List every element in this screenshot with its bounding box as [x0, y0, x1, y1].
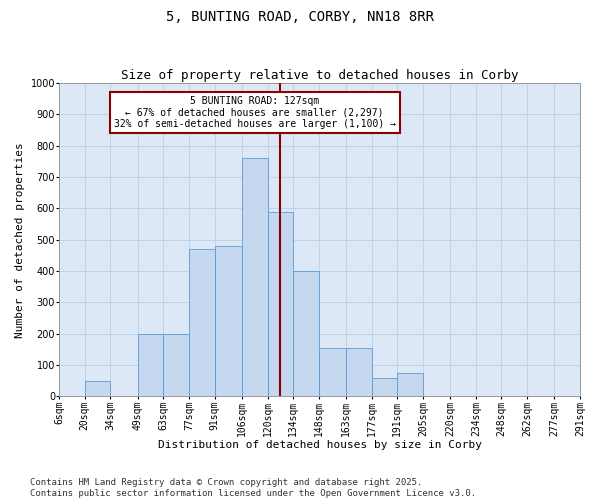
Text: Contains HM Land Registry data © Crown copyright and database right 2025.
Contai: Contains HM Land Registry data © Crown c… — [30, 478, 476, 498]
Text: 5 BUNTING ROAD: 127sqm
← 67% of detached houses are smaller (2,297)
32% of semi-: 5 BUNTING ROAD: 127sqm ← 67% of detached… — [114, 96, 396, 129]
Bar — [163, 334, 189, 396]
Bar — [268, 212, 293, 396]
Bar — [319, 348, 346, 397]
Bar — [242, 158, 268, 396]
X-axis label: Distribution of detached houses by size in Corby: Distribution of detached houses by size … — [158, 440, 482, 450]
Y-axis label: Number of detached properties: Number of detached properties — [15, 142, 25, 338]
Bar — [189, 249, 215, 396]
Bar — [138, 334, 163, 396]
Bar — [215, 246, 242, 396]
Bar — [85, 381, 110, 396]
Bar — [346, 348, 371, 397]
Text: 5, BUNTING ROAD, CORBY, NN18 8RR: 5, BUNTING ROAD, CORBY, NN18 8RR — [166, 10, 434, 24]
Bar — [397, 373, 423, 396]
Title: Size of property relative to detached houses in Corby: Size of property relative to detached ho… — [121, 69, 518, 82]
Bar — [371, 378, 397, 396]
Bar — [293, 271, 319, 396]
